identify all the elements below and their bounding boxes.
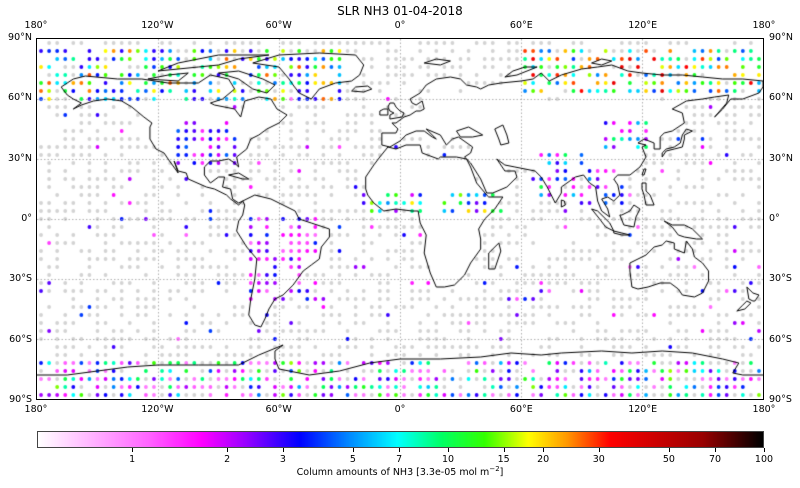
colorbar-tick-label: 20 [537,454,550,465]
colorbar-tick [715,448,717,452]
lat-label-left: 30°N [8,152,32,164]
lat-label-left: 90°S [9,394,32,405]
lon-label-bottom: 60°W [265,404,292,415]
colorbar-tick [352,448,354,452]
colorbar-tick [543,448,545,452]
colorbar-tick-label: 2 [224,454,231,465]
lat-label-right: 30°S [769,273,792,285]
colorbar-tick [132,448,134,452]
lon-label-bottom: 180° [24,404,48,415]
lat-label-right: 90°N [769,32,793,43]
lat-label-right: 90°S [769,394,792,405]
lat-label-left: 30°S [9,273,32,285]
colorbar-tick-label: 7 [396,454,403,465]
colorbar-tick [503,448,505,452]
colorbar-tick [668,448,670,452]
lat-label-right: 60°N [769,92,793,104]
colorbar-tick-label: 100 [754,454,774,465]
lon-label-bottom: 120°E [628,404,658,415]
lon-label-bottom: 60°E [509,404,533,415]
nh3-map-canvas [37,39,763,399]
colorbar-tick [598,448,600,452]
lon-label-top: 180° [752,20,776,31]
lon-label-top: 120°W [141,20,174,31]
lat-label-right: 60°S [769,333,792,345]
colorbar-tick-label: 50 [662,454,675,465]
colorbar-label: Column amounts of NH3 [3.3e-05 mol m−2] [296,465,504,478]
lon-label-top: 60°W [265,20,292,31]
colorbar-tick-label: 30 [592,454,605,465]
map-plot-area [36,38,764,400]
colorbar-tick [282,448,284,452]
colorbar-tick [448,448,450,452]
lat-label-left: 90°N [8,32,32,43]
colorbar-tick [399,448,401,452]
lat-label-left: 0° [21,213,32,224]
lon-label-top: 180° [24,20,48,31]
colorbar-tick-label: 15 [497,454,510,465]
colorbar-tick-label: 70 [709,454,722,465]
colorbar-tick [764,448,765,452]
lat-label-right: 0° [769,213,780,224]
colorbar-tick [227,448,229,452]
colorbar-tick-label: 1 [129,454,136,465]
colorbar-tick-label: 10 [442,454,455,465]
lat-label-right: 30°N [769,152,793,164]
lon-label-top: 0° [394,20,406,31]
lon-label-top: 60°E [509,20,533,31]
lon-label-bottom: 0° [394,404,406,415]
colorbar-tick-label: 5 [349,454,356,465]
lon-label-bottom: 180° [752,404,776,415]
lat-label-left: 60°N [8,92,32,104]
colorbar [37,431,764,448]
lon-label-bottom: 120°W [141,404,174,415]
lat-label-left: 60°S [9,333,32,345]
chart-title: SLR NH3 01-04-2018 [337,4,463,18]
colorbar-tick-label: 3 [279,454,286,465]
lon-label-top: 120°E [628,20,658,31]
